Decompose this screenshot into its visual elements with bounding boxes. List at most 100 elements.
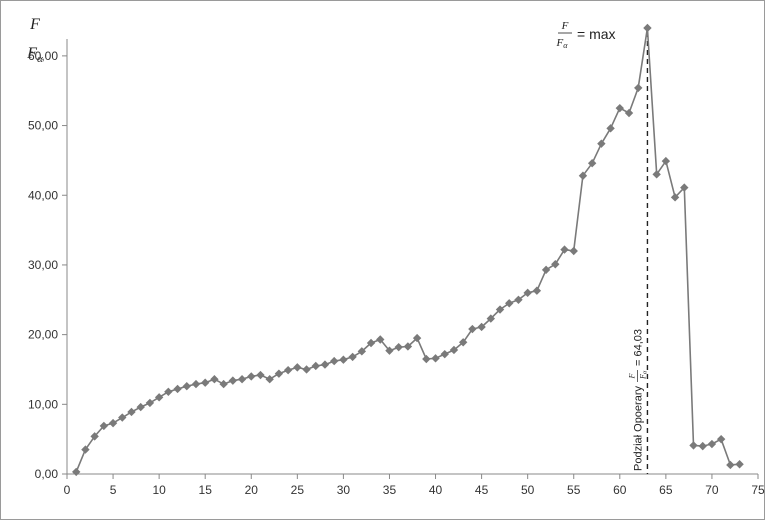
data-point <box>468 324 477 334</box>
data-point <box>431 354 440 363</box>
data-point <box>486 314 496 323</box>
y-tick-label: 10,00 <box>28 397 58 411</box>
data-point <box>72 467 81 477</box>
y-axis-title-denominator-sub: α <box>37 53 43 65</box>
data-point <box>385 346 394 355</box>
data-point <box>634 83 643 93</box>
data-point <box>81 445 90 454</box>
peak-annotation-denominator-main: F <box>556 37 564 49</box>
data-point <box>283 365 293 375</box>
data-point <box>698 441 707 451</box>
data-point <box>311 361 320 371</box>
data-point <box>293 363 302 372</box>
vline-label-denominator: F <box>638 374 647 380</box>
data-point <box>348 352 357 362</box>
data-point <box>127 407 136 417</box>
y-tick-label: 40,00 <box>28 188 58 202</box>
data-point <box>329 356 339 366</box>
data-point <box>615 103 624 113</box>
data-point <box>99 421 109 431</box>
y-axis-title-numerator: F <box>29 16 40 33</box>
data-point <box>422 354 431 364</box>
x-tick-label: 10 <box>152 483 166 497</box>
peak-annotation-denominator: Fα <box>556 37 569 50</box>
y-tick-label: 50,00 <box>28 119 58 133</box>
data-point <box>587 158 597 168</box>
y-tick-label: 20,00 <box>28 328 58 342</box>
x-tick-label: 25 <box>291 483 305 497</box>
x-tick-label: 20 <box>245 483 259 497</box>
data-point <box>661 156 671 166</box>
vline-label-prefix: Podział Opoerary <box>632 386 644 471</box>
y-tick-label: 0,00 <box>35 467 59 481</box>
vline-label: Podział Opoerary F Fα = 64,03 <box>627 329 648 471</box>
vline-label-suffix: = 64,03 <box>632 329 644 366</box>
data-point <box>219 379 228 389</box>
data-point <box>164 387 173 396</box>
data-point <box>505 299 514 308</box>
y-tick-label: 30,00 <box>28 258 58 272</box>
data-point <box>449 345 459 355</box>
vline-label-denominator-sub: α <box>642 370 648 374</box>
y-axis-title-denominator: Fα <box>26 45 43 65</box>
y-axis-title-denominator-main: F <box>26 45 37 62</box>
data-point <box>440 349 449 359</box>
data-point <box>514 295 523 304</box>
data-point <box>726 460 735 470</box>
data-point <box>90 432 99 441</box>
data-point <box>339 355 348 364</box>
data-point <box>551 260 560 269</box>
data-point <box>182 381 191 391</box>
data-point <box>256 370 265 380</box>
data-point <box>265 375 274 384</box>
data-point <box>680 183 689 192</box>
x-tick-label: 5 <box>110 483 117 497</box>
data-point <box>136 402 145 412</box>
x-tick-label: 15 <box>199 483 213 497</box>
data-point <box>624 108 634 118</box>
data-point <box>458 338 468 347</box>
data-point <box>569 246 578 256</box>
series-group <box>72 23 744 477</box>
data-point <box>154 393 164 402</box>
data-point <box>173 384 182 394</box>
peak-annotation: F Fα = max <box>556 20 616 50</box>
peak-annotation-numerator: F <box>561 20 569 32</box>
data-point <box>412 333 422 343</box>
vline-label-numerator: F <box>627 373 636 379</box>
data-point <box>247 372 256 381</box>
data-point <box>403 342 413 351</box>
x-tick-label: 60 <box>613 483 627 497</box>
data-point <box>652 170 661 179</box>
peak-annotation-denominator-sub: α <box>563 41 568 50</box>
x-tick-label: 35 <box>383 483 397 497</box>
x-tick-label: 75 <box>751 483 765 497</box>
data-point <box>394 342 403 352</box>
data-point <box>118 413 127 422</box>
data-point <box>201 378 210 387</box>
data-point <box>228 376 238 385</box>
data-point <box>376 335 385 344</box>
x-tick-label: 65 <box>659 483 673 497</box>
data-point <box>707 439 717 449</box>
x-tick-label: 0 <box>64 483 71 497</box>
data-point <box>560 245 569 254</box>
data-point <box>274 369 284 378</box>
data-point <box>541 265 551 275</box>
y-tick-label: 60,00 <box>28 49 58 63</box>
data-point <box>716 434 726 444</box>
x-tick-label: 50 <box>521 483 535 497</box>
x-tick-label: 55 <box>567 483 581 497</box>
data-point <box>670 193 680 202</box>
data-point <box>237 375 247 384</box>
data-point <box>606 124 615 133</box>
data-point <box>597 139 606 148</box>
y-axis-title: F Fα <box>26 16 43 65</box>
x-tick-label: 70 <box>705 483 719 497</box>
data-point <box>357 347 367 356</box>
x-tick-label: 45 <box>475 483 489 497</box>
max-vline-group: Podział Opoerary F Fα = 64,03 <box>627 32 648 474</box>
data-point <box>578 171 588 180</box>
peak-annotation-text: = max <box>577 26 616 42</box>
